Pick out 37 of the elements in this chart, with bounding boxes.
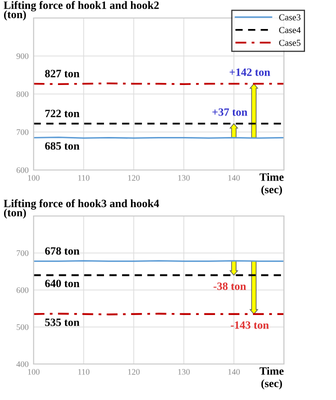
chart-title: Lifting force of hook3 and hook4 xyxy=(4,199,160,210)
y-tick-label: 700 xyxy=(16,129,28,135)
annotation: 640 ton xyxy=(45,280,80,288)
y-tick-label: 400 xyxy=(16,361,28,367)
annotation: +142 ton xyxy=(230,68,270,76)
chart-title: Lifting force of hook1 and hook2 xyxy=(4,1,159,12)
y-axis-title: (ton) xyxy=(4,208,26,219)
y-tick-label: 700 xyxy=(16,250,28,256)
annotation: -143 ton xyxy=(230,321,269,329)
annotation: 722 ton xyxy=(45,110,80,118)
x-axis-title: Time (sec) xyxy=(260,173,284,196)
y-tick-label: 900 xyxy=(16,53,28,59)
x-tick-label: 100 xyxy=(28,369,40,375)
annotation: 827 ton xyxy=(45,70,80,78)
annotation: 685 ton xyxy=(45,142,80,150)
y-tick-label: 600 xyxy=(16,167,28,173)
x-tick-label: 130 xyxy=(178,175,190,181)
legend-label: Case4 xyxy=(279,27,301,34)
x-tick-label: 110 xyxy=(78,369,90,375)
legend-label: Case5 xyxy=(279,40,300,46)
y-axis-title: (ton) xyxy=(4,10,26,20)
annotation: -38 ton xyxy=(214,282,246,290)
x-tick-label: 120 xyxy=(128,369,140,375)
legend-label: Case3 xyxy=(279,14,300,20)
x-axis-title: Time (sec) xyxy=(260,366,284,390)
y-tick-label: 500 xyxy=(16,324,28,330)
x-tick-label: 140 xyxy=(228,369,240,375)
annotation: 535 ton xyxy=(45,318,80,326)
x-tick-label: 100 xyxy=(28,175,40,181)
y-tick-label: 600 xyxy=(16,287,28,293)
x-tick-label: 110 xyxy=(78,175,90,181)
y-tick-label: 800 xyxy=(16,91,28,97)
x-tick-label: 140 xyxy=(228,175,240,181)
annotation: 678 ton xyxy=(45,247,80,255)
x-tick-label: 130 xyxy=(178,369,190,375)
x-tick-label: 120 xyxy=(128,175,140,181)
annotation: +37 ton xyxy=(212,108,248,116)
